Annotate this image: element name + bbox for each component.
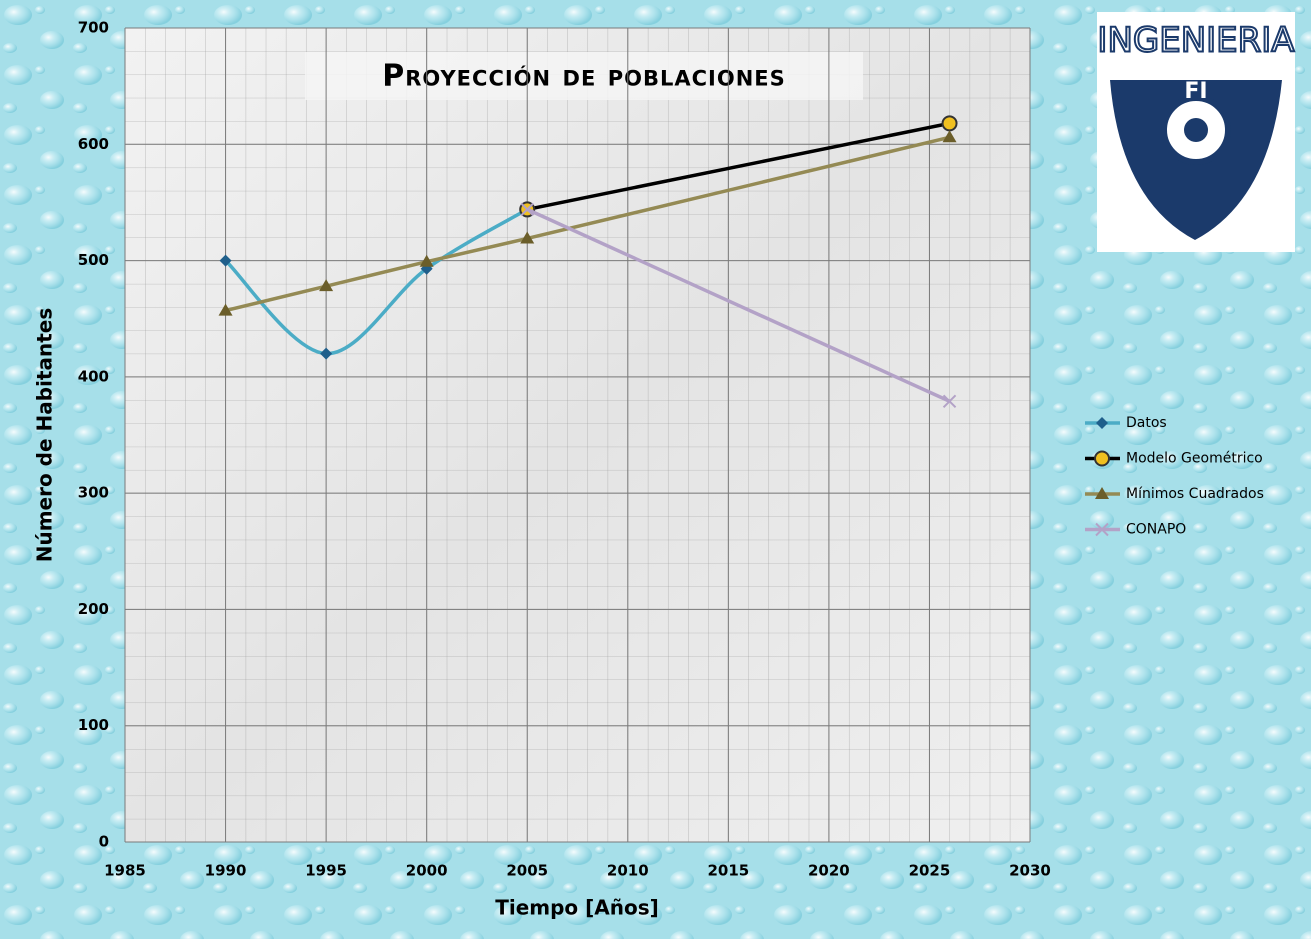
chart: Proyección de poblaciones Tiempo [Años] …	[0, 0, 1311, 939]
logo-text: INGENIERIA	[1097, 21, 1294, 61]
x-tick-label: 2030	[1009, 862, 1051, 880]
y-tick-label: 600	[78, 135, 109, 153]
legend-label: Datos	[1126, 415, 1167, 431]
x-tick-label: 1990	[205, 862, 247, 880]
x-tick-label: 2015	[707, 862, 749, 880]
x-tick-label: 2020	[808, 862, 850, 880]
logo-initials: FI	[1184, 79, 1207, 104]
legend-label: Mínimos Cuadrados	[1126, 486, 1264, 502]
chart-title: Proyección de poblaciones	[382, 59, 786, 94]
x-axis-label: Tiempo [Años]	[495, 896, 659, 920]
y-tick-label: 200	[78, 600, 109, 618]
marker	[943, 116, 957, 130]
y-tick-label: 300	[78, 484, 109, 502]
legend-label: Modelo Geométrico	[1126, 451, 1263, 467]
y-tick-label: 100	[78, 716, 109, 734]
logo: INGENIERIA FI	[1097, 12, 1295, 252]
x-tick-label: 2005	[506, 862, 548, 880]
legend-label: CONAPO	[1126, 522, 1186, 538]
y-tick-label: 700	[78, 19, 109, 37]
x-tick-label: 2000	[406, 862, 448, 880]
y-tick-label: 0	[99, 833, 109, 851]
x-tick-label: 2010	[607, 862, 649, 880]
x-tick-label: 1995	[305, 862, 347, 880]
y-tick-label: 400	[78, 367, 109, 385]
y-axis-label: Número de Habitantes	[33, 308, 57, 563]
marker	[1095, 452, 1109, 466]
x-tick-label: 1985	[104, 862, 146, 880]
y-tick-label: 500	[78, 251, 109, 269]
x-tick-label: 2025	[909, 862, 951, 880]
logo-center	[1184, 118, 1208, 142]
